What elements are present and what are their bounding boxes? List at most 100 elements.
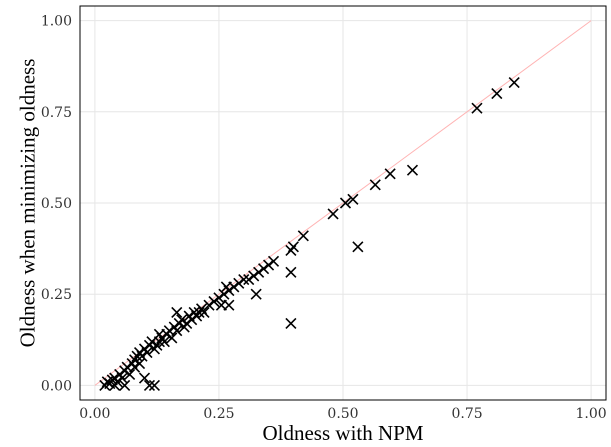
- marker-stroke: [285, 317, 297, 329]
- y-tick-label: 0.00: [41, 378, 72, 394]
- data-point: [176, 314, 188, 326]
- data-point: [203, 299, 215, 311]
- data-point: [116, 372, 128, 384]
- data-point: [158, 336, 170, 348]
- data-point: [253, 266, 265, 278]
- marker-stroke: [133, 357, 146, 370]
- marker-stroke: [218, 288, 230, 300]
- data-point: [406, 164, 419, 176]
- marker-stroke: [243, 274, 255, 286]
- marker-stroke: [198, 306, 210, 319]
- x-axis-label: Oldness with NPM: [262, 421, 423, 445]
- marker-stroke: [253, 266, 265, 278]
- marker-stroke: [188, 306, 200, 319]
- y-tick-label: 1.00: [41, 14, 72, 30]
- x-tick-label: 0.25: [203, 406, 234, 422]
- data-point: [508, 77, 520, 89]
- x-tick-label: 0.50: [327, 406, 358, 422]
- marker-stroke: [339, 197, 352, 209]
- data-point: [263, 259, 275, 271]
- data-point: [267, 255, 280, 267]
- data-point: [327, 208, 339, 220]
- marker-stroke: [250, 288, 262, 300]
- marker-stroke: [213, 292, 225, 304]
- x-tick-labels: 0.00 0.25 0.50 0.75 1.00: [79, 406, 606, 422]
- data-point: [347, 193, 359, 205]
- marker-stroke: [406, 164, 419, 176]
- data-point: [285, 266, 297, 278]
- marker-stroke: [285, 266, 297, 278]
- marker-stroke: [263, 259, 275, 271]
- x-tick-label: 1.00: [576, 406, 607, 422]
- data-point: [223, 284, 235, 297]
- data-point: [181, 317, 193, 329]
- marker-stroke: [119, 379, 131, 391]
- marker-stroke: [171, 325, 183, 337]
- data-point: [339, 197, 352, 209]
- data-point: [208, 295, 220, 308]
- marker-stroke: [352, 241, 364, 253]
- plot-frame: [79, 5, 607, 401]
- marker-stroke: [233, 277, 245, 289]
- marker-stroke: [223, 299, 235, 311]
- data-point: [166, 332, 178, 344]
- data-point: [233, 277, 245, 289]
- marker-stroke: [238, 274, 250, 286]
- data-point: [133, 357, 146, 370]
- marker-stroke: [369, 179, 381, 191]
- y-gridlines: [80, 20, 606, 386]
- marker-stroke: [287, 241, 299, 253]
- marker-stroke: [248, 270, 260, 282]
- marker-stroke: [471, 102, 483, 114]
- data-point: [238, 274, 250, 286]
- y-tick-label: 0.25: [41, 287, 72, 303]
- marker-stroke: [347, 193, 359, 205]
- data-point: [143, 379, 156, 391]
- data-point: [250, 288, 262, 300]
- data-markers: [99, 77, 520, 391]
- data-point: [171, 325, 183, 337]
- y-tick-label: 0.75: [41, 105, 72, 121]
- marker-stroke: [138, 372, 151, 384]
- data-point: [171, 306, 183, 319]
- y-tick-labels: 0.00 0.25 0.50 0.75 1.00: [41, 14, 72, 395]
- marker-stroke: [267, 255, 280, 267]
- data-point: [141, 347, 153, 359]
- data-point: [218, 288, 230, 300]
- marker-stroke: [228, 281, 240, 293]
- x-tick-label: 0.00: [79, 406, 110, 422]
- data-point: [124, 368, 136, 381]
- data-point: [297, 230, 309, 242]
- marker-stroke: [297, 230, 309, 242]
- data-point: [223, 299, 235, 311]
- data-point: [258, 263, 270, 275]
- marker-stroke: [116, 372, 128, 384]
- x-tick-label: 0.75: [451, 406, 482, 422]
- data-point: [352, 241, 364, 253]
- data-point: [491, 87, 503, 100]
- data-point: [285, 317, 297, 329]
- data-point: [213, 292, 225, 304]
- data-point: [111, 376, 123, 388]
- marker-stroke: [136, 350, 148, 362]
- marker-stroke: [223, 284, 235, 297]
- marker-stroke: [203, 299, 215, 311]
- marker-stroke: [491, 87, 503, 100]
- data-point: [119, 379, 131, 391]
- marker-stroke: [124, 368, 136, 381]
- marker-stroke: [384, 168, 396, 180]
- data-point: [471, 102, 483, 114]
- marker-stroke: [111, 376, 123, 388]
- marker-stroke: [508, 77, 520, 89]
- marker-stroke: [181, 317, 193, 329]
- data-point: [243, 274, 255, 286]
- marker-stroke: [208, 295, 220, 308]
- marker-stroke: [166, 332, 178, 344]
- data-point: [198, 306, 210, 319]
- data-point: [384, 168, 396, 180]
- marker-stroke: [141, 347, 153, 359]
- marker-stroke: [196, 303, 208, 315]
- data-point: [136, 350, 148, 362]
- data-point: [138, 372, 151, 384]
- marker-stroke: [171, 306, 183, 319]
